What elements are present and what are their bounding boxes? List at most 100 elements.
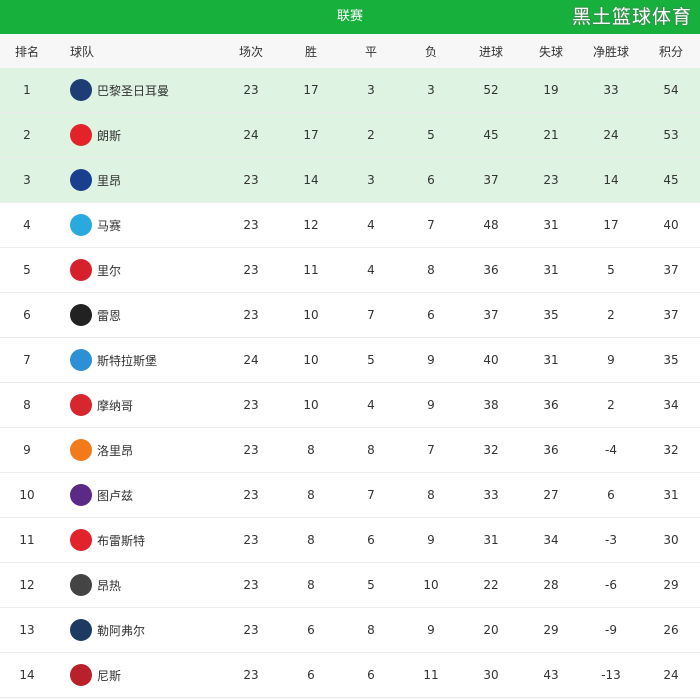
team-name[interactable]: 尼斯	[97, 668, 122, 683]
points-cell: 37	[663, 263, 679, 277]
draws-cell: 8	[367, 623, 375, 637]
wins-cell: 6	[307, 668, 315, 682]
goals-against-cell: 36	[543, 443, 559, 457]
league-header: 联赛 黑土篮球体育	[0, 0, 700, 34]
rank-cell: 14	[19, 668, 35, 682]
goals-against-cell: 21	[543, 128, 559, 142]
rank-cell: 12	[19, 578, 35, 592]
goals-for-cell: 52	[483, 83, 499, 97]
goals-against-cell: 28	[543, 578, 559, 592]
points-cell: 53	[663, 128, 679, 142]
draws-cell: 8	[367, 443, 375, 457]
table-row[interactable]: 4 马赛 23 12 4 7 48 31 17 40	[0, 203, 700, 248]
rank-cell: 13	[19, 623, 35, 637]
team-cell[interactable]: 勒阿弗尔	[70, 608, 145, 652]
team-name[interactable]: 斯特拉斯堡	[97, 353, 158, 368]
goals-for-cell: 30	[483, 668, 499, 682]
goal-difference-cell: -9	[605, 623, 617, 637]
team-cell[interactable]: 里昂	[70, 158, 121, 202]
team-name[interactable]: 摩纳哥	[97, 398, 134, 413]
rank-cell: 1	[23, 83, 31, 97]
team-cell[interactable]: 朗斯	[70, 113, 121, 157]
table-row[interactable]: 9 洛里昂 23 8 8 7 32 36 -4 32	[0, 428, 700, 473]
goals-for-cell: 48	[483, 218, 499, 232]
column-header-points: 积分	[658, 44, 683, 59]
goals-against-cell: 36	[543, 398, 559, 412]
goal-difference-cell: 2	[607, 398, 615, 412]
column-header-team: 球队	[70, 44, 95, 59]
goals-against-cell: 19	[543, 83, 559, 97]
team-logo-icon	[70, 259, 92, 281]
team-name[interactable]: 里尔	[97, 263, 122, 278]
team-name[interactable]: 布雷斯特	[97, 533, 146, 548]
rank-cell: 7	[23, 353, 31, 367]
goal-difference-cell: 6	[607, 488, 615, 502]
column-header-draws: 平	[364, 44, 377, 59]
goal-difference-cell: -13	[601, 668, 621, 682]
team-logo-icon	[70, 124, 92, 146]
played-cell: 23	[243, 83, 259, 97]
team-name[interactable]: 昂热	[97, 578, 122, 593]
team-name[interactable]: 勒阿弗尔	[97, 623, 146, 638]
rank-cell: 10	[19, 488, 35, 502]
team-cell[interactable]: 雷恩	[70, 293, 121, 337]
goals-against-cell: 34	[543, 533, 559, 547]
table-row[interactable]: 3 里昂 23 14 3 6 37 23 14 45	[0, 158, 700, 203]
table-row[interactable]: 5 里尔 23 11 4 8 36 31 5 37	[0, 248, 700, 293]
goals-against-cell: 35	[543, 308, 559, 322]
table-row[interactable]: 10 图卢兹 23 8 7 8 33 27 6 31	[0, 473, 700, 518]
points-cell: 34	[663, 398, 679, 412]
team-cell[interactable]: 洛里昂	[70, 428, 133, 472]
table-row[interactable]: 14 尼斯 23 6 6 11 30 43 -13 24	[0, 653, 700, 698]
table-row[interactable]: 12 昂热 23 8 5 10 22 28 -6 29	[0, 563, 700, 608]
team-logo-icon	[70, 574, 92, 596]
table-row[interactable]: 11 布雷斯特 23 8 6 9 31 34 -3 30	[0, 518, 700, 563]
team-name[interactable]: 里昂	[97, 173, 122, 188]
table-row[interactable]: 6 雷恩 23 10 7 6 37 35 2 37	[0, 293, 700, 338]
team-cell[interactable]: 马赛	[70, 203, 121, 247]
draws-cell: 3	[367, 83, 375, 97]
goal-difference-cell: 5	[607, 263, 615, 277]
draws-cell: 6	[367, 533, 375, 547]
table-row[interactable]: 13 勒阿弗尔 23 6 8 9 20 29 -9 26	[0, 608, 700, 653]
draws-cell: 4	[367, 398, 375, 412]
team-name[interactable]: 马赛	[97, 218, 122, 233]
table-row[interactable]: 7 斯特拉斯堡 24 10 5 9 40 31 9 35	[0, 338, 700, 383]
goal-difference-cell: 9	[607, 353, 615, 367]
team-name[interactable]: 巴黎圣日耳曼	[97, 83, 170, 98]
team-cell[interactable]: 尼斯	[70, 653, 121, 697]
points-cell: 45	[663, 173, 679, 187]
wins-cell: 8	[307, 488, 315, 502]
team-name[interactable]: 雷恩	[97, 308, 122, 323]
losses-cell: 11	[423, 668, 439, 682]
wins-cell: 10	[303, 398, 319, 412]
losses-cell: 7	[427, 443, 435, 457]
team-name[interactable]: 洛里昂	[97, 443, 134, 458]
goals-for-cell: 31	[483, 533, 499, 547]
played-cell: 23	[243, 263, 259, 277]
goals-against-cell: 43	[543, 668, 559, 682]
wins-cell: 10	[303, 353, 319, 367]
team-cell[interactable]: 图卢兹	[70, 473, 133, 517]
goals-for-cell: 40	[483, 353, 499, 367]
table-row[interactable]: 1 巴黎圣日耳曼 23 17 3 3 52 19 33 54	[0, 68, 700, 113]
team-logo-icon	[70, 529, 92, 551]
column-header-goals-against: 失球	[538, 44, 563, 59]
team-name[interactable]: 朗斯	[97, 128, 122, 143]
table-row[interactable]: 2 朗斯 24 17 2 5 45 21 24 53	[0, 113, 700, 158]
played-cell: 23	[243, 218, 259, 232]
team-logo-icon	[70, 169, 92, 191]
table-row[interactable]: 8 摩纳哥 23 10 4 9 38 36 2 34	[0, 383, 700, 428]
losses-cell: 7	[427, 218, 435, 232]
rank-cell: 5	[23, 263, 31, 277]
goals-for-cell: 37	[483, 173, 499, 187]
team-cell[interactable]: 昂热	[70, 563, 121, 607]
team-cell[interactable]: 摩纳哥	[70, 383, 133, 427]
team-cell[interactable]: 斯特拉斯堡	[70, 338, 157, 382]
team-cell[interactable]: 巴黎圣日耳曼	[70, 68, 169, 112]
team-cell[interactable]: 布雷斯特	[70, 518, 145, 562]
losses-cell: 5	[427, 128, 435, 142]
points-cell: 37	[663, 308, 679, 322]
team-name[interactable]: 图卢兹	[97, 488, 134, 503]
team-cell[interactable]: 里尔	[70, 248, 121, 292]
